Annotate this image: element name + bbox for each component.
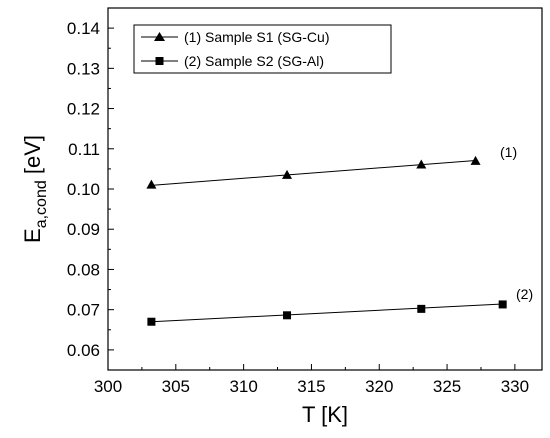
x-tick-label: 320 (365, 377, 393, 396)
y-tick-label: 0.07 (67, 301, 100, 320)
y-axis-ticks: 0.06 0.07 0.08 0.09 0.10 0.11 0.12 0.13 0.14 (67, 19, 114, 360)
y-tick-label: 0.14 (67, 19, 100, 38)
x-tick-label: 330 (501, 377, 529, 396)
data-point-series-2 (498, 300, 507, 309)
legend-box (133, 24, 392, 74)
y-tick-label: 0.13 (67, 59, 100, 78)
data-point-series-2 (283, 311, 292, 320)
y-tick-label: 0.11 (68, 140, 100, 159)
fit-line-series-2 (151, 303, 503, 323)
x-tick-label: 310 (229, 377, 257, 396)
x-axis-title: T [K] (302, 402, 348, 427)
x-tick-label: 325 (433, 377, 461, 396)
legend-marker-triangle (154, 32, 165, 41)
x-tick-label: 300 (94, 377, 122, 396)
y-tick-label: 0.10 (67, 180, 100, 199)
y-tick-label: 0.06 (67, 341, 100, 360)
fit-line-series-1 (151, 159, 476, 186)
y-tick-label: 0.08 (67, 260, 100, 279)
y-tick-label: 0.09 (67, 220, 100, 239)
legend-label-s2: (2) Sample S2 (SG-Al) (184, 53, 324, 69)
annotation-series-1: (1) (500, 144, 517, 160)
data-point-series-2 (417, 304, 426, 313)
legend: (1) Sample S1 (SG-Cu) (2) Sample S2 (SG-… (133, 24, 392, 74)
y-axis-title: Ea,cond [eV] (20, 135, 50, 243)
data-point-series-1 (282, 169, 293, 179)
data-point-series-2 (147, 317, 156, 326)
data-point-series-1 (470, 155, 481, 165)
x-axis-ticks: 300 305 310 315 320 325 330 (94, 364, 529, 396)
legend-marker-square (155, 57, 164, 65)
x-tick-label: 305 (162, 377, 190, 396)
y-tick-label: 0.12 (67, 100, 100, 119)
series-layer (146, 155, 507, 326)
data-point-series-1 (146, 179, 157, 189)
legend-label-s1: (1) Sample S1 (SG-Cu) (184, 29, 329, 45)
x-tick-label: 315 (297, 377, 325, 396)
annotation-series-2: (2) (516, 286, 533, 302)
data-point-series-1 (416, 159, 427, 169)
